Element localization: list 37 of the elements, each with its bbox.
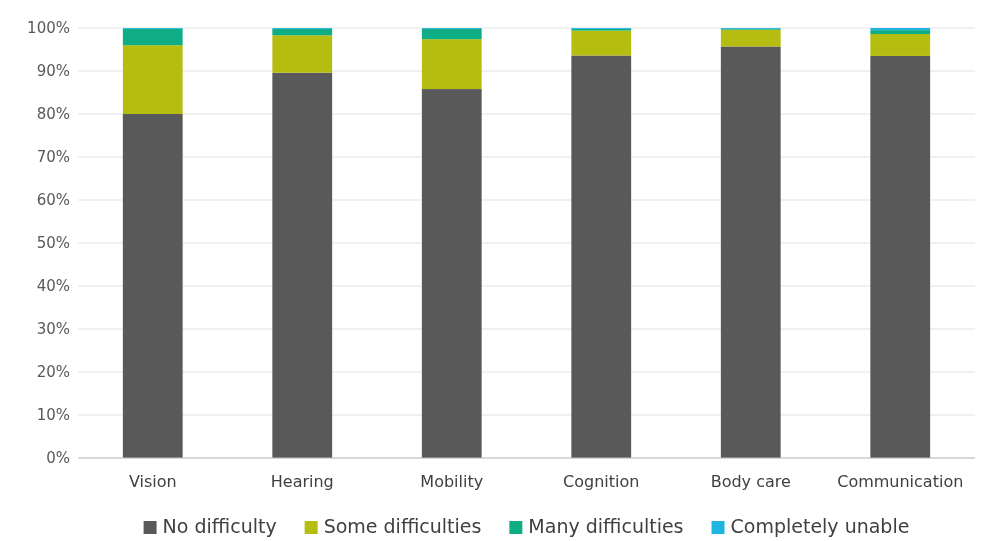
bar bbox=[720, 29, 781, 47]
y-tick-label: 90% bbox=[36, 62, 70, 81]
bar bbox=[720, 46, 781, 458]
legend-label: Completely unable bbox=[730, 515, 910, 537]
y-tick-label: 40% bbox=[36, 277, 70, 296]
y-tick-label: 50% bbox=[36, 234, 70, 253]
legend-label: Many difficulties bbox=[528, 515, 684, 537]
y-tick-label: 80% bbox=[36, 105, 70, 124]
legend-label: No difficulty bbox=[162, 515, 277, 537]
y-tick-label: 100% bbox=[27, 19, 70, 38]
bar bbox=[421, 89, 482, 458]
bar bbox=[571, 55, 632, 458]
bar bbox=[571, 30, 632, 56]
y-tick-label: 70% bbox=[36, 148, 70, 167]
x-tick-label: Communication bbox=[837, 472, 964, 492]
y-tick-label: 20% bbox=[36, 363, 70, 382]
x-tick-label: Cognition bbox=[563, 472, 640, 492]
bar bbox=[870, 34, 931, 56]
bar bbox=[122, 28, 183, 46]
bar bbox=[421, 39, 482, 90]
bar bbox=[272, 28, 333, 36]
x-tick-label: Mobility bbox=[420, 472, 484, 492]
y-tick-label: 60% bbox=[36, 191, 70, 210]
bar bbox=[421, 28, 482, 40]
y-tick-label: 30% bbox=[36, 320, 70, 339]
x-tick-label: Body care bbox=[710, 472, 791, 492]
x-tick-label: Vision bbox=[128, 472, 177, 492]
bar bbox=[870, 30, 931, 35]
y-tick-label: 0% bbox=[46, 449, 70, 468]
bar bbox=[122, 45, 183, 114]
x-tick-label: Hearing bbox=[270, 472, 334, 492]
y-tick-label: 10% bbox=[36, 406, 70, 425]
legend-label: Some difficulties bbox=[323, 515, 482, 537]
bar bbox=[272, 35, 333, 73]
bar bbox=[870, 55, 931, 458]
bar bbox=[272, 72, 333, 458]
bar bbox=[122, 114, 183, 458]
